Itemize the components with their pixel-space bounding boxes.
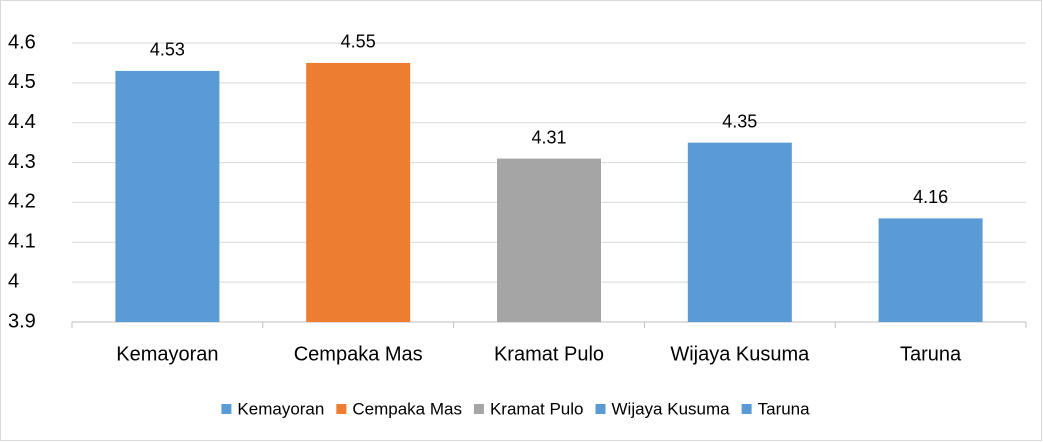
legend-swatch bbox=[221, 404, 232, 414]
x-tick-label: Taruna bbox=[900, 343, 962, 365]
legend-label: Kramat Pulo bbox=[490, 399, 584, 418]
y-tick-label: 4.4 bbox=[8, 111, 36, 133]
data-label: 4.35 bbox=[722, 111, 757, 131]
legend-swatch bbox=[336, 404, 347, 414]
data-label: 4.53 bbox=[150, 40, 185, 60]
legend-label: Wijaya Kusuma bbox=[612, 399, 731, 418]
data-label: 4.31 bbox=[531, 127, 566, 147]
bar bbox=[497, 158, 601, 322]
x-tick-label: Kemayoran bbox=[116, 343, 218, 365]
x-tick-label: Kramat Pulo bbox=[494, 343, 604, 365]
legend-swatch bbox=[595, 404, 606, 414]
data-label: 4.16 bbox=[913, 187, 948, 207]
x-tick-label: Cempaka Mas bbox=[294, 343, 423, 365]
bar bbox=[306, 62, 411, 323]
y-tick-label: 4.2 bbox=[8, 191, 36, 213]
legend-label: Kemayoran bbox=[237, 399, 324, 418]
bar bbox=[115, 70, 220, 323]
legend-swatch bbox=[473, 404, 484, 414]
y-tick-label: 4 bbox=[8, 270, 19, 292]
y-tick-label: 4.3 bbox=[8, 151, 36, 173]
data-label: 4.55 bbox=[341, 32, 376, 52]
y-tick-label: 4.5 bbox=[8, 71, 36, 93]
y-tick-label: 4.6 bbox=[8, 31, 36, 53]
legend-label: Taruna bbox=[758, 399, 811, 418]
legend-swatch bbox=[741, 404, 752, 414]
x-tick-label: Wijaya Kusuma bbox=[670, 343, 810, 365]
legend-label: Cempaka Mas bbox=[352, 399, 462, 418]
bar bbox=[878, 218, 983, 322]
y-tick-label: 4.1 bbox=[8, 231, 36, 253]
y-tick-label: 3.9 bbox=[8, 310, 36, 332]
bar bbox=[687, 142, 792, 322]
